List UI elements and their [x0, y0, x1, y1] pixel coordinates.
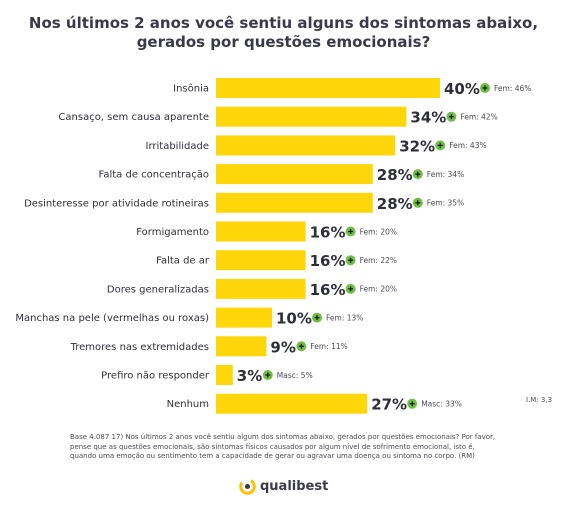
- annotation-label: Fem: 43%: [449, 141, 486, 150]
- bar-row: Falta de ar 16% Fem: 22%: [156, 250, 397, 271]
- bar-row: Falta de concentração 28% Fem: 34%: [99, 164, 464, 185]
- plus-circle-icon: [312, 312, 322, 323]
- bar: [216, 192, 373, 213]
- value-label: 3%: [237, 367, 262, 385]
- bar: [216, 78, 440, 98]
- bar-row: Insônia 40% Fem: 46%: [173, 78, 531, 98]
- plus-circle-icon: [262, 370, 273, 380]
- bar: [216, 106, 407, 127]
- category-label: Irritabilidade: [146, 141, 209, 152]
- bar: [216, 336, 267, 357]
- annotation-label: Fem: 20%: [360, 285, 397, 294]
- plus-circle-icon: [345, 255, 356, 266]
- value-label: 28%: [377, 166, 413, 184]
- value-label: 28%: [377, 195, 413, 213]
- plus-circle-icon: [296, 341, 307, 352]
- value-label: 40%: [444, 80, 480, 98]
- annotation-label: Fem: 11%: [310, 342, 347, 351]
- category-label: Prefiro não responder: [101, 371, 210, 382]
- annotation-label: Fem: 22%: [360, 256, 397, 265]
- annotation-label: Fem: 34%: [427, 170, 464, 179]
- bar: [216, 307, 272, 328]
- bar-row: Cansaço, sem causa aparente 34% Fem: 42%: [58, 106, 498, 127]
- chart-title: Nos últimos 2 anos você sentiu alguns do…: [0, 14, 567, 52]
- plus-circle-icon: [446, 111, 457, 122]
- category-label: Desinteresse por atividade rotineiras: [24, 198, 209, 209]
- annotation-label: Fem: 42%: [460, 113, 497, 122]
- category-label: Falta de concentração: [99, 170, 210, 181]
- plus-circle-icon: [480, 83, 490, 93]
- annotation-label: Fem: 13%: [326, 313, 363, 322]
- category-label: Falta de ar: [156, 256, 210, 267]
- bar-row: Irritabilidade 32% Fem: 43%: [146, 135, 487, 156]
- annotation-label: Fem: 20%: [360, 227, 397, 236]
- qualibest-logo-icon: [239, 478, 256, 495]
- category-label: Manchas na pele (vermelhas ou roxas): [15, 313, 209, 324]
- plus-circle-icon: [407, 398, 418, 409]
- category-label: Nenhum: [167, 399, 209, 410]
- value-label: 16%: [310, 281, 346, 299]
- value-label: 9%: [270, 338, 295, 356]
- bar-row: Prefiro não responder 3% Masc: 5%: [101, 365, 313, 385]
- value-label: 16%: [310, 224, 346, 242]
- brand-logo: qualibest: [239, 478, 328, 495]
- category-label: Insônia: [173, 83, 209, 95]
- category-label: Formigamento: [136, 227, 209, 238]
- value-label: 27%: [371, 396, 407, 414]
- bar: [216, 164, 373, 185]
- brand-name: qualibest: [260, 479, 329, 494]
- category-label: Dores generalizadas: [107, 284, 209, 295]
- plus-circle-icon: [412, 197, 423, 208]
- bar: [216, 135, 396, 156]
- annotation-label: Masc: 5%: [277, 371, 313, 380]
- plus-circle-icon: [412, 169, 423, 180]
- value-label: 32%: [399, 137, 435, 155]
- chart-title-line-1: Nos últimos 2 anos você sentiu alguns do…: [28, 14, 539, 32]
- bar: [216, 278, 306, 299]
- annotation-label: Fem: 46%: [494, 84, 531, 93]
- chart-title-line-2: gerados por questões emocionais?: [136, 33, 431, 51]
- bar: [216, 221, 306, 242]
- plus-circle-icon: [345, 226, 356, 237]
- category-label: Tremores nas extremidades: [70, 342, 209, 353]
- bar-row: Desinteresse por atividade rotineiras 28%…: [24, 192, 464, 213]
- value-label: 34%: [410, 109, 446, 127]
- bar-row: Tremores nas extremidades 9% Fem: 11%: [70, 336, 348, 357]
- value-label: 10%: [276, 310, 312, 328]
- plus-circle-icon: [435, 140, 446, 151]
- bar: [216, 393, 368, 414]
- plus-circle-icon: [345, 283, 356, 294]
- bar: [216, 250, 306, 271]
- bar-row: Nenhum 27% Masc: 33%: [167, 393, 462, 414]
- im-note: I.M: 3,3: [526, 396, 553, 404]
- value-label: 16%: [310, 252, 346, 270]
- bar-row: Manchas na pele (vermelhas ou roxas) 10% F…: [15, 307, 363, 328]
- annotation-label: Fem: 35%: [427, 199, 464, 208]
- bar-row: Dores generalizadas 16% Fem: 20%: [107, 278, 397, 299]
- bar-row: Formigamento 16% Fem: 20%: [136, 221, 397, 242]
- category-label: Cansaço, sem causa aparente: [58, 112, 209, 123]
- bar: [216, 365, 233, 385]
- footnote: Base 4.087 17) Nos últimos 2 anos você s…: [70, 433, 496, 460]
- annotation-label: Masc: 33%: [421, 400, 462, 409]
